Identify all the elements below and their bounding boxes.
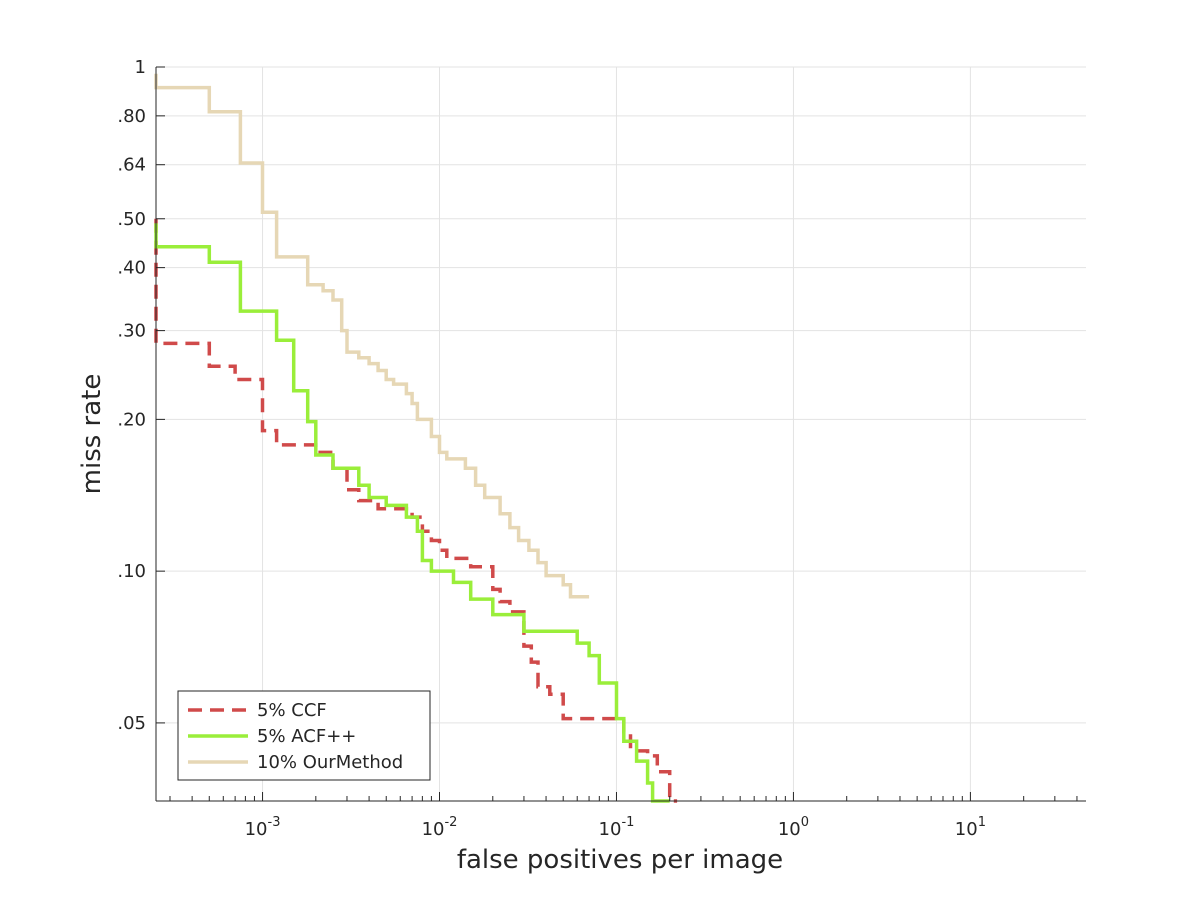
legend-label: 10% OurMethod: [257, 752, 403, 773]
y-tick-label: .10: [117, 561, 146, 582]
series-layer: [154, 73, 678, 803]
series-line-1: [154, 218, 678, 803]
x-tick-label: 10-2: [422, 815, 458, 840]
y-axis-title: miss rate: [77, 374, 107, 495]
grid: [156, 66, 1086, 801]
y-tick-label: .50: [117, 209, 146, 230]
plot-area: [156, 67, 1086, 801]
plot-background: [156, 67, 1086, 801]
y-tick-label: .80: [117, 106, 146, 127]
series-line-2: [154, 223, 670, 803]
legend-label: 5% ACF++: [257, 726, 356, 747]
tick-labels: 1 .80 .64 .50 .40 .30 .20 .10 .05 10-3 10-2 10-1 100…: [117, 57, 986, 840]
y-tick-label: .40: [117, 258, 146, 279]
x-tick-label: 100: [778, 815, 809, 840]
axes: [155, 66, 1086, 802]
x-axis-title: false positives per image: [457, 845, 783, 875]
x-tick-label: 101: [955, 815, 986, 840]
x-tick-label: 10-3: [245, 815, 281, 840]
y-tick-label: .30: [117, 321, 146, 342]
y-tick-label: .05: [117, 713, 146, 734]
y-tick-label: 1: [135, 57, 146, 78]
x-tick-label: 10-1: [599, 815, 635, 840]
y-tick-label: .20: [117, 409, 146, 430]
series-line-3: [154, 73, 590, 599]
y-tick-label: .64: [117, 155, 146, 176]
legend: 5% CCF 5% ACF++ 10% OurMethod: [177, 690, 431, 781]
legend-label: 5% CCF: [257, 700, 327, 721]
